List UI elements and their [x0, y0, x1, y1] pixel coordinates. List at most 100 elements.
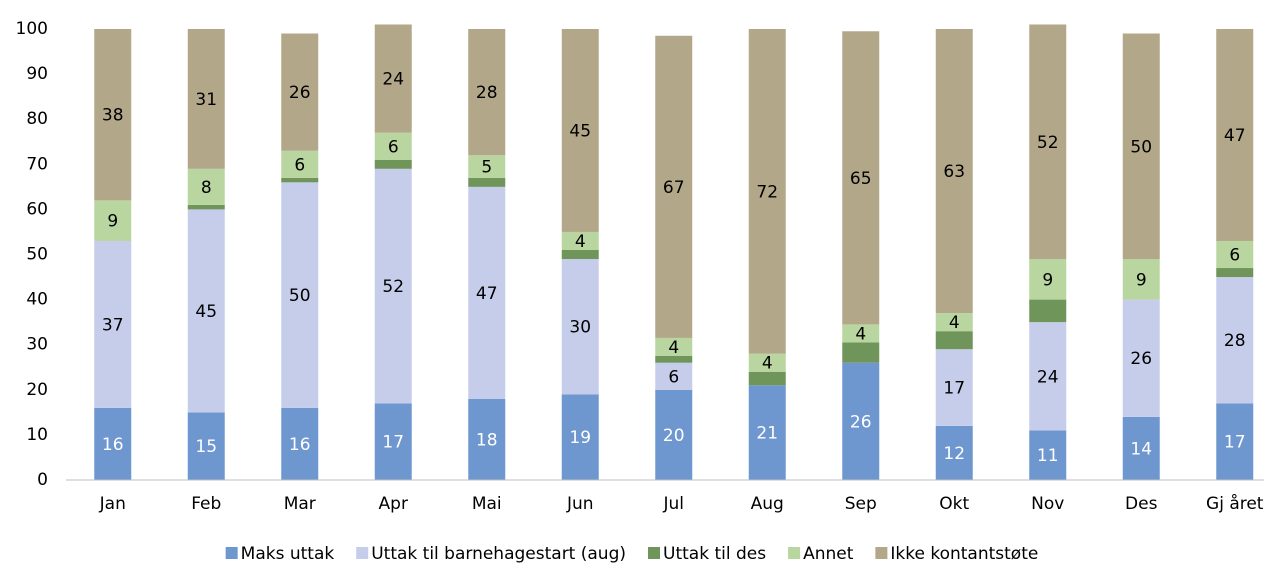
bar-segment	[935, 349, 973, 426]
data-label: 50	[1130, 137, 1152, 157]
bar-segment	[187, 204, 225, 210]
bar-segment	[748, 353, 786, 372]
x-tick-label: Jan	[99, 494, 126, 514]
data-label: 5	[481, 158, 492, 178]
bar-segment	[842, 324, 880, 343]
bar-segment	[187, 209, 225, 413]
y-tick-label: 80	[26, 109, 48, 129]
data-label: 65	[850, 169, 872, 189]
legend-label: Uttak til des	[663, 544, 766, 564]
y-tick-label: 50	[26, 245, 48, 265]
x-tick-label: Mar	[284, 494, 316, 514]
bar-segment	[1216, 268, 1254, 278]
bar-segment	[1029, 299, 1067, 323]
data-label: 31	[195, 90, 217, 110]
legend-swatch	[788, 547, 801, 559]
bar-segment	[1122, 259, 1160, 300]
bar-segment	[1029, 430, 1067, 480]
data-label: 52	[1037, 133, 1059, 153]
data-label: 11	[1037, 446, 1059, 466]
bar-segment	[94, 407, 132, 480]
x-tick-label: Mai	[472, 494, 502, 514]
legend-swatch	[356, 547, 369, 559]
bar-segment	[1216, 277, 1254, 404]
data-label: 4	[762, 354, 773, 374]
data-label: 16	[102, 435, 124, 455]
x-tick-label: Des	[1125, 494, 1158, 514]
data-label: 14	[1130, 439, 1152, 459]
data-label: 26	[1130, 349, 1152, 369]
data-label: 6	[668, 367, 679, 387]
data-label: 16	[289, 435, 311, 455]
data-label: 63	[943, 162, 965, 182]
bar-segment	[748, 385, 786, 480]
legend-label: Annet	[803, 544, 854, 564]
data-label: 12	[943, 444, 965, 464]
data-label: 6	[1229, 246, 1240, 266]
legend-swatch	[225, 547, 238, 559]
data-label: 19	[569, 428, 591, 448]
y-tick-label: 40	[26, 290, 48, 310]
data-label: 20	[663, 426, 685, 446]
bar-segment	[1122, 416, 1160, 480]
data-label: 38	[102, 106, 124, 126]
data-label: 9	[1042, 270, 1053, 290]
data-label: 28	[476, 83, 498, 103]
data-label: 72	[756, 182, 778, 202]
data-label: 6	[294, 155, 305, 175]
y-tick-label: 0	[37, 470, 48, 490]
bar-segment	[187, 168, 225, 205]
y-tick-label: 90	[26, 64, 48, 84]
data-label: 37	[102, 315, 124, 335]
bar-segment	[1216, 403, 1254, 480]
data-label: 9	[1136, 270, 1147, 290]
bar-segment	[187, 412, 225, 480]
data-label: 4	[949, 313, 960, 333]
bar-segment	[1216, 29, 1254, 241]
data-label: 50	[289, 286, 311, 306]
data-label: 8	[201, 178, 212, 198]
bar-segment	[1122, 299, 1160, 417]
bar-segment	[281, 407, 319, 480]
bar-segment	[935, 313, 973, 332]
x-tick-label: Apr	[379, 494, 408, 514]
data-label: 17	[943, 379, 965, 399]
y-tick-label: 30	[26, 335, 48, 355]
x-tick-label: Sep	[845, 494, 877, 514]
bar-segment	[468, 155, 506, 178]
data-label: 24	[1037, 367, 1059, 387]
data-label: 15	[195, 437, 217, 457]
bar-segment	[1029, 24, 1067, 260]
bar-segment	[94, 240, 132, 408]
bar-segment	[468, 186, 506, 399]
data-label: 4	[855, 324, 866, 344]
data-label: 52	[382, 277, 404, 297]
data-label: 26	[289, 83, 311, 103]
legend-label: Uttak til barnehagestart (aug)	[371, 544, 626, 564]
bar-segment	[561, 394, 599, 480]
x-tick-label: Okt	[939, 494, 969, 514]
data-label: 18	[476, 430, 498, 450]
data-label: 6	[388, 137, 399, 157]
bar-segment	[842, 31, 880, 325]
bar-segment	[842, 342, 880, 363]
data-label: 45	[569, 121, 591, 141]
bar-segment	[1029, 322, 1067, 431]
legend-label: Ikke kontantstøte	[890, 544, 1038, 564]
bar-segment	[935, 29, 973, 314]
data-label: 47	[1224, 126, 1246, 146]
bar-segment	[94, 200, 132, 241]
x-tick-label: Aug	[751, 494, 784, 514]
data-label: 47	[476, 284, 498, 304]
bar-segment	[468, 29, 506, 156]
bar-segment	[281, 182, 319, 408]
bar-segment	[374, 168, 412, 404]
data-label: 17	[1224, 433, 1246, 453]
bar-segment	[655, 355, 693, 363]
bar-segment	[1029, 259, 1067, 300]
y-tick-label: 60	[26, 199, 48, 219]
y-tick-label: 20	[26, 380, 48, 400]
bar-segment	[281, 33, 319, 151]
bar-segment	[561, 259, 599, 395]
